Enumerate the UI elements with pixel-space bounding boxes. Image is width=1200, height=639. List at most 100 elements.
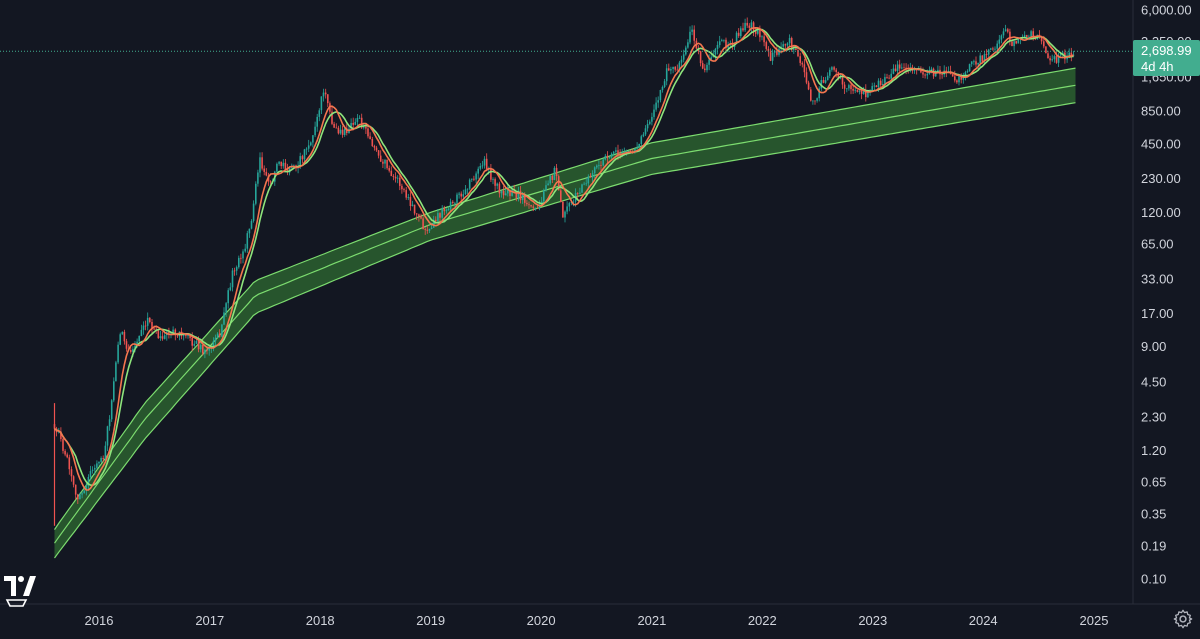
candle <box>1045 46 1047 54</box>
candle <box>750 19 753 32</box>
candle <box>492 177 494 185</box>
candle <box>250 219 253 230</box>
candle <box>327 94 329 108</box>
candle <box>320 96 323 114</box>
candle <box>392 174 395 181</box>
candle <box>534 207 537 211</box>
candle <box>682 49 685 63</box>
candle <box>424 227 426 235</box>
candle <box>159 330 162 341</box>
candle <box>151 319 153 335</box>
candle <box>737 28 740 38</box>
candle <box>242 249 244 264</box>
candle <box>483 156 486 169</box>
candle <box>79 492 81 500</box>
candle <box>585 178 587 186</box>
candle <box>318 108 321 122</box>
candle <box>265 168 268 177</box>
candle <box>426 225 429 234</box>
candle <box>475 171 477 184</box>
candle <box>983 51 986 65</box>
candle <box>856 89 859 93</box>
gear-icon[interactable] <box>1172 608 1194 630</box>
candle <box>672 66 674 74</box>
candle <box>924 73 926 79</box>
candle <box>74 484 77 500</box>
candle <box>848 83 850 91</box>
band-fill <box>54 68 1076 558</box>
candle <box>218 329 221 338</box>
candle <box>214 334 217 345</box>
candle <box>280 161 282 169</box>
tradingview-logo-icon[interactable] <box>2 570 40 608</box>
candle <box>663 79 666 89</box>
candle <box>680 55 683 67</box>
candle <box>545 180 547 192</box>
candle <box>235 265 238 276</box>
candle <box>441 205 443 222</box>
candle <box>564 210 566 223</box>
candle <box>776 46 778 57</box>
candle <box>805 67 808 85</box>
x-tick-label: 2025 <box>1080 613 1109 628</box>
moving-averages <box>53 27 1074 491</box>
candle <box>655 97 657 112</box>
candle <box>797 47 799 58</box>
candle <box>225 302 227 317</box>
candle <box>208 344 210 356</box>
candle <box>263 165 265 176</box>
candle <box>477 166 479 179</box>
candle <box>62 437 64 454</box>
candle <box>807 80 810 91</box>
candle <box>418 213 420 222</box>
candle <box>257 169 259 187</box>
y-tick-label: 9.00 <box>1141 339 1166 354</box>
candle <box>233 267 236 276</box>
candle <box>850 83 852 95</box>
candle <box>710 53 712 60</box>
x-tick-label: 2021 <box>637 613 666 628</box>
candle <box>596 164 598 170</box>
candle <box>113 377 115 403</box>
candle <box>399 175 401 191</box>
candle <box>259 152 261 178</box>
candle <box>316 113 318 132</box>
candle <box>468 178 471 191</box>
candle <box>587 174 590 188</box>
x-tick-label: 2017 <box>195 613 224 628</box>
candle <box>502 186 505 199</box>
candle <box>460 191 462 202</box>
candle <box>212 337 215 352</box>
candle <box>452 200 454 205</box>
candle <box>91 466 94 474</box>
candle <box>665 64 668 86</box>
candle <box>742 22 744 32</box>
candle <box>968 63 971 72</box>
candle <box>110 399 113 422</box>
candle <box>77 493 79 504</box>
candle <box>674 66 676 72</box>
candle <box>598 160 600 170</box>
candle <box>651 112 653 126</box>
candle <box>454 201 456 207</box>
candle <box>517 186 520 202</box>
candle <box>358 115 361 119</box>
candle <box>390 166 393 177</box>
candle <box>248 228 251 238</box>
candle <box>369 132 371 140</box>
time-axis[interactable]: 2016 2017 2018 2019 2020 2021 2022 2023 2024 2025 <box>85 613 1109 628</box>
candle <box>411 200 414 207</box>
candle <box>975 56 977 68</box>
candle <box>485 153 488 172</box>
x-tick-label: 2019 <box>416 613 445 628</box>
candle <box>638 143 640 148</box>
candle <box>746 17 748 28</box>
candle <box>100 456 102 463</box>
candle <box>1004 24 1007 32</box>
candle <box>96 460 98 470</box>
candle <box>445 208 448 214</box>
candle <box>403 187 405 193</box>
candle <box>716 41 719 55</box>
candle <box>341 125 344 138</box>
